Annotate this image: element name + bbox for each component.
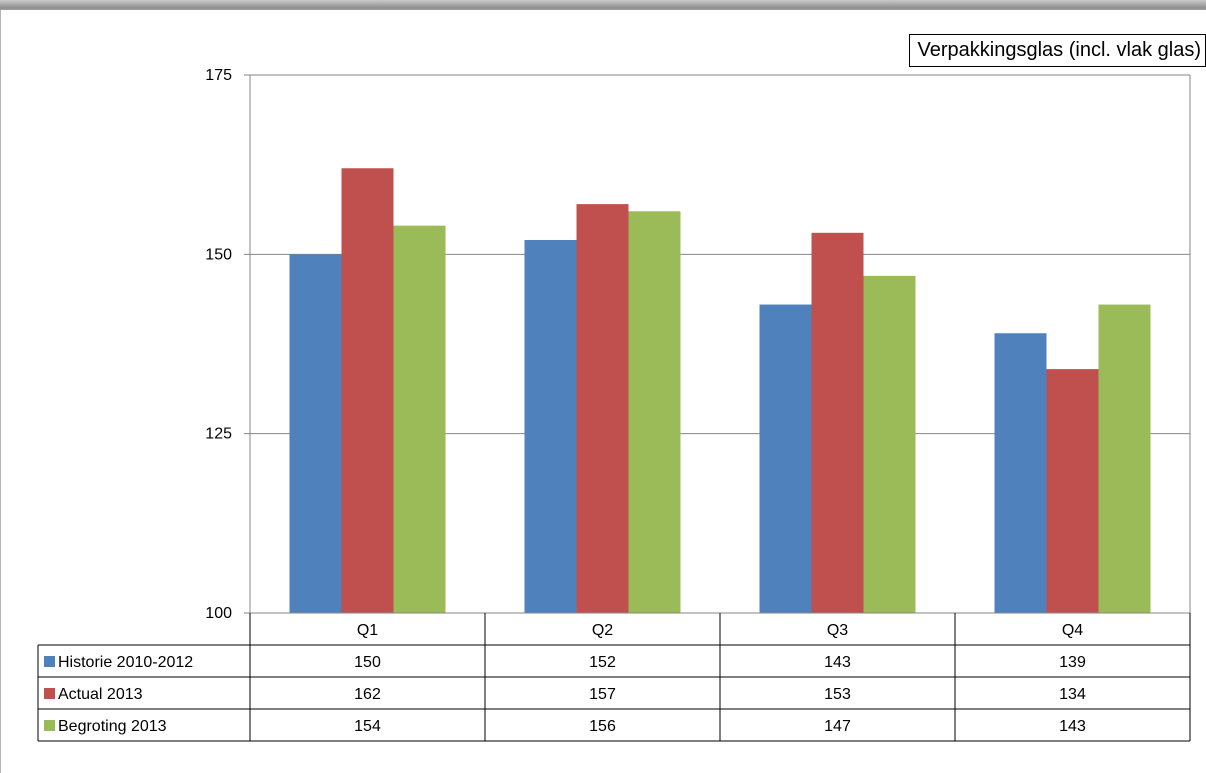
bar [759,304,812,613]
chart-panel: Verpakkingsglas (incl. vlak glas) 100 125… [0,10,1206,773]
bar [393,225,446,613]
legend-key [44,688,55,699]
data-label: 143 [1059,718,1086,735]
bar [524,239,577,613]
bar [863,275,916,613]
data-label: 150 [354,654,381,671]
legend-label: Begroting 2013 [58,718,167,735]
bar [994,333,1047,613]
legend-label: Historie 2010-2012 [58,654,193,671]
bar [576,204,629,613]
y-tick-label: 150 [205,246,232,263]
data-label: 147 [824,718,851,735]
x-category-label: Q1 [357,622,378,639]
bar-chart: 100 125 150 175 Q1 Q2 Q3 Q4 Historie 2010-2012 15… [37,67,1191,742]
data-label: 156 [589,718,616,735]
data-label: 153 [824,686,851,703]
bar [1046,369,1099,613]
chart-title: Verpakkingsglas (incl. vlak glas) [908,34,1206,67]
bar [341,168,394,613]
x-category-label: Q2 [592,622,613,639]
y-tick-label: 125 [205,426,232,443]
data-label: 157 [589,686,616,703]
x-category-label: Q3 [827,622,848,639]
bar [628,211,681,613]
x-category-label: Q4 [1062,622,1083,639]
bar [289,254,342,614]
legend-key [44,656,55,667]
bar [1098,304,1151,613]
data-label: 143 [824,654,851,671]
y-tick-label: 175 [205,67,232,84]
data-label: 134 [1059,686,1086,703]
data-label: 154 [354,718,381,735]
data-label: 152 [589,654,616,671]
y-tick-label: 100 [205,605,232,622]
legend-key [44,720,55,731]
legend-label: Actual 2013 [58,686,143,703]
bar [811,232,864,613]
data-label: 139 [1059,654,1086,671]
data-label: 162 [354,686,381,703]
